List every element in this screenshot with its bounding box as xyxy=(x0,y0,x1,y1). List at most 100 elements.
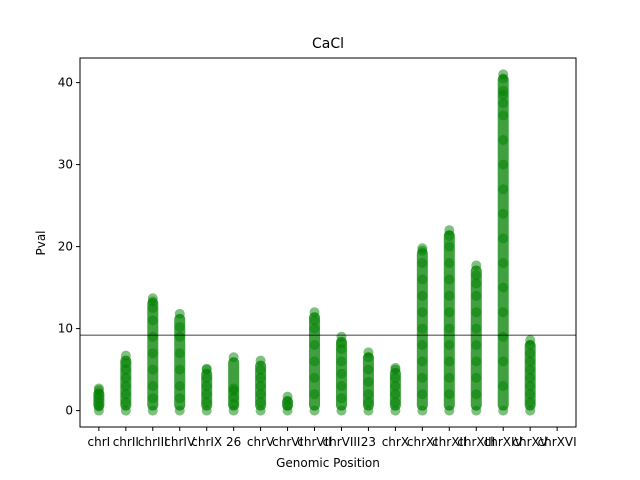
data-point xyxy=(525,364,536,375)
data-point xyxy=(498,69,509,80)
data-point xyxy=(120,350,131,361)
data-point xyxy=(120,397,131,408)
data-point xyxy=(417,356,428,367)
data-point xyxy=(525,389,536,400)
data-point xyxy=(336,393,347,404)
data-point xyxy=(444,372,455,383)
data-point xyxy=(282,391,293,402)
data-point xyxy=(417,323,428,334)
data-point xyxy=(417,258,428,268)
data-point xyxy=(201,372,212,383)
data-point xyxy=(147,331,158,342)
x-tick-label: chrV xyxy=(247,435,275,449)
x-tick-label: chrI xyxy=(88,435,111,449)
y-tick-label: 30 xyxy=(58,158,73,172)
data-point xyxy=(336,331,347,342)
data-point xyxy=(498,405,509,416)
data-point xyxy=(417,405,428,416)
data-point xyxy=(174,348,185,359)
data-point xyxy=(390,389,401,400)
data-point xyxy=(525,348,536,359)
x-axis-label: Genomic Position xyxy=(276,456,380,470)
x-tick-label: chrXI xyxy=(407,435,438,449)
data-point xyxy=(498,110,509,121)
data-point xyxy=(147,348,158,359)
data-point xyxy=(174,405,185,416)
data-point xyxy=(309,389,320,400)
data-point xyxy=(174,331,185,342)
data-point xyxy=(93,383,104,394)
data-point xyxy=(417,243,428,254)
data-point xyxy=(336,405,347,416)
y-tick-label: 10 xyxy=(58,322,73,336)
data-point xyxy=(525,372,536,383)
data-point xyxy=(255,405,266,416)
x-tick-label: chrVI xyxy=(272,435,303,449)
data-point xyxy=(498,208,509,219)
data-point xyxy=(309,323,320,334)
data-point xyxy=(471,340,482,350)
data-point xyxy=(498,282,509,293)
data-point xyxy=(390,362,401,373)
x-tick-label: chrXVI xyxy=(538,435,577,449)
data-point xyxy=(498,135,509,145)
data-point xyxy=(525,335,536,346)
data-point xyxy=(498,381,509,391)
data-point xyxy=(444,225,455,236)
x-tick-label: chrXII xyxy=(432,435,466,449)
data-point xyxy=(498,307,509,318)
data-point xyxy=(228,383,239,394)
x-tick-label: chrX xyxy=(382,435,409,449)
data-point xyxy=(471,290,482,301)
y-axis: 0 10 20 30 40 xyxy=(58,76,80,418)
x-tick-label: chrIV xyxy=(164,435,196,449)
x-tick-label: chrVIII xyxy=(322,435,360,449)
data-point xyxy=(255,372,266,383)
plot-area xyxy=(80,58,576,427)
data-point xyxy=(471,389,482,400)
data-point xyxy=(174,393,185,404)
data-point xyxy=(147,381,158,391)
data-point xyxy=(498,356,509,367)
x-tick-label: chrII xyxy=(113,435,139,449)
data-point xyxy=(309,372,320,383)
x-tick-label: chrIII xyxy=(138,435,168,449)
data-point xyxy=(417,290,428,301)
data-point xyxy=(525,381,536,391)
x-tick-label: chrIX xyxy=(191,435,222,449)
data-point xyxy=(255,381,266,391)
data-point xyxy=(390,397,401,408)
data-point xyxy=(147,293,158,304)
y-axis-label: Pval xyxy=(34,230,48,255)
data-point xyxy=(174,321,185,332)
data-point xyxy=(363,405,374,416)
y-tick-label: 40 xyxy=(58,76,73,90)
data-point xyxy=(309,315,320,326)
data-point xyxy=(471,405,482,416)
data-point xyxy=(120,389,131,400)
data-point xyxy=(498,233,509,244)
points-layer xyxy=(93,69,536,416)
data-point xyxy=(363,347,374,358)
data-point xyxy=(444,241,455,252)
data-point xyxy=(444,258,455,268)
data-point xyxy=(255,389,266,400)
data-point xyxy=(309,405,320,416)
data-point xyxy=(390,405,401,416)
data-point xyxy=(417,307,428,318)
data-point xyxy=(363,364,374,375)
x-tick-label: chrVII xyxy=(297,435,331,449)
data-point xyxy=(444,340,455,350)
data-point xyxy=(444,389,455,400)
data-point xyxy=(498,184,509,195)
data-point xyxy=(498,258,509,268)
data-point xyxy=(147,393,158,404)
data-point xyxy=(444,307,455,318)
data-point xyxy=(363,397,374,408)
data-point xyxy=(201,405,212,416)
x-tick-label: chrXIV xyxy=(484,435,524,449)
data-point xyxy=(174,381,185,391)
data-point xyxy=(147,405,158,416)
x-tick-label: chrXIII xyxy=(457,435,495,449)
